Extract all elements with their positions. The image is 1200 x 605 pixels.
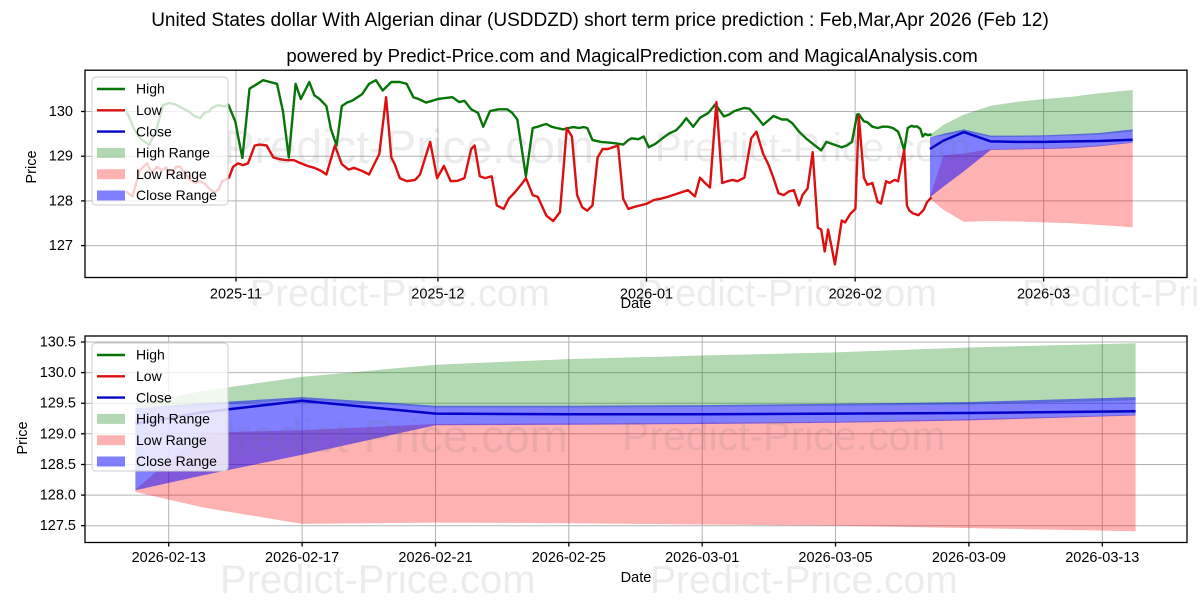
svg-text:Predict-Price.com: Predict-Price.com [220, 558, 536, 600]
svg-text:130.0: 130.0 [40, 365, 76, 381]
svg-text:2025-11: 2025-11 [210, 287, 262, 303]
svg-text:Low: Low [136, 102, 163, 118]
svg-text:2026-02-21: 2026-02-21 [398, 550, 472, 566]
svg-text:High Range: High Range [136, 411, 210, 427]
svg-text:Date: Date [621, 570, 652, 586]
svg-text:Close: Close [136, 123, 172, 139]
svg-text:Low Range: Low Range [136, 166, 207, 182]
svg-text:Price: Price [24, 150, 40, 183]
svg-text:128: 128 [49, 193, 73, 209]
svg-text:High: High [136, 81, 165, 97]
svg-text:Predict-Price.com: Predict-Price.com [223, 120, 594, 173]
svg-text:2026-03-05: 2026-03-05 [798, 550, 872, 566]
svg-text:High: High [136, 347, 165, 363]
svg-text:Predict-Price.com: Predict-Price.com [1022, 273, 1200, 315]
svg-text:129: 129 [49, 149, 73, 165]
svg-text:Predict-Price.com: Predict-Price.com [205, 410, 568, 462]
svg-text:2026-02-17: 2026-02-17 [265, 550, 339, 566]
svg-text:Low Range: Low Range [136, 432, 207, 448]
svg-text:2026-03-01: 2026-03-01 [665, 550, 739, 566]
svg-text:2026-03-09: 2026-03-09 [932, 550, 1006, 566]
svg-text:Price: Price [15, 421, 31, 454]
svg-text:Close: Close [136, 389, 172, 405]
svg-text:Close Range: Close Range [136, 453, 217, 469]
svg-text:129.0: 129.0 [40, 426, 76, 442]
svg-text:2025-12: 2025-12 [411, 287, 464, 303]
svg-text:Predict-Price.com: Predict-Price.com [622, 413, 946, 459]
svg-text:Date: Date [621, 296, 652, 312]
svg-text:powered by Predict-Price.com a: powered by Predict-Price.com and Magical… [286, 45, 977, 66]
svg-text:Predict-Price.com: Predict-Price.com [250, 273, 550, 315]
svg-text:2026-02: 2026-02 [829, 287, 882, 303]
svg-text:128.0: 128.0 [40, 488, 76, 504]
svg-text:Predict-Price.com: Predict-Price.com [650, 559, 958, 600]
svg-text:127.5: 127.5 [40, 518, 76, 534]
svg-text:Close Range: Close Range [136, 187, 217, 203]
svg-text:2026-03-13: 2026-03-13 [1065, 550, 1139, 566]
svg-text:130.5: 130.5 [40, 335, 76, 351]
svg-text:Low: Low [136, 368, 163, 384]
svg-text:128.5: 128.5 [40, 457, 76, 473]
svg-text:Predict-Price.com: Predict-Price.com [655, 126, 971, 170]
svg-text:High Range: High Range [136, 145, 210, 161]
svg-text:130: 130 [49, 104, 73, 120]
svg-text:2026-03: 2026-03 [1017, 287, 1070, 303]
svg-text:2026-01: 2026-01 [620, 287, 673, 303]
svg-text:129.5: 129.5 [40, 396, 76, 412]
svg-text:2026-02-13: 2026-02-13 [132, 550, 206, 566]
svg-text:2026-02-25: 2026-02-25 [532, 550, 606, 566]
svg-text:Predict-Price.com: Predict-Price.com [637, 273, 937, 315]
svg-text:United States dollar With Alge: United States dollar With Algerian dinar… [151, 10, 1049, 31]
svg-text:127: 127 [49, 238, 73, 254]
